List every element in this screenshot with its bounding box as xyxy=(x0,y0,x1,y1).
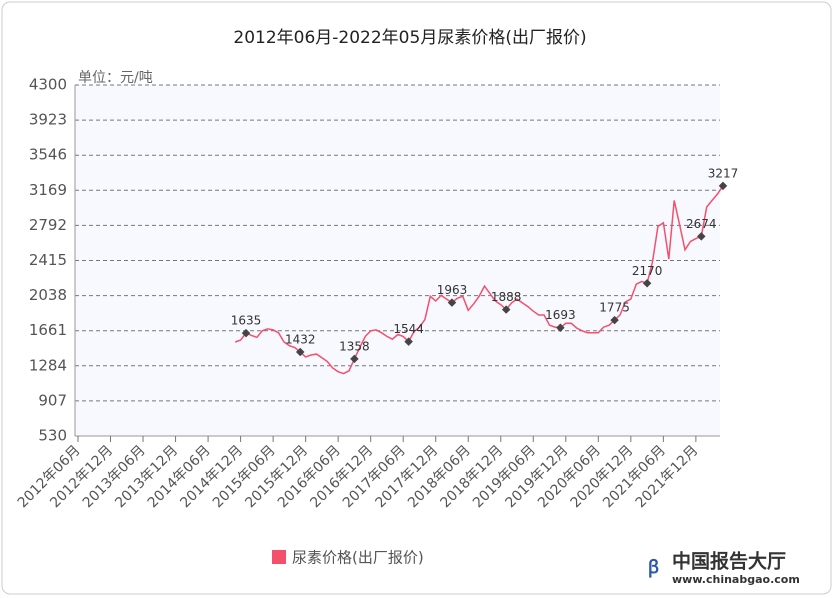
y-tick-label: 1661 xyxy=(29,321,67,339)
watermark-logo: ꞵ xyxy=(648,557,659,578)
value-label: 3217 xyxy=(708,166,739,180)
y-axis-label: 单位：元/吨 xyxy=(78,70,153,86)
value-label: 1635 xyxy=(231,314,262,328)
y-tick-label: 530 xyxy=(38,427,67,445)
legend-swatch xyxy=(272,550,286,564)
point-marker xyxy=(642,279,652,288)
value-label: 1963 xyxy=(437,283,468,297)
y-tick-label: 3169 xyxy=(29,181,67,199)
y-tick-label: 2038 xyxy=(29,286,67,304)
y-tick-label: 4300 xyxy=(29,76,67,94)
point-marker xyxy=(241,328,251,338)
value-label: 2674 xyxy=(686,217,717,231)
value-label: 2170 xyxy=(632,264,663,278)
y-tick-label: 2415 xyxy=(29,251,67,269)
legend-label: 尿素价格(出厂报价) xyxy=(292,549,424,567)
point-marker xyxy=(447,298,457,307)
chart-title: 2012年06月-2022年05月尿素价格(出厂报价) xyxy=(233,28,586,48)
point-marker xyxy=(556,323,565,332)
y-tick-label: 2792 xyxy=(29,216,67,234)
watermark-name: 中国报告大厅 xyxy=(672,550,786,573)
point-marker xyxy=(350,354,359,364)
watermark-url: www.chinabgao.com xyxy=(672,573,800,586)
point-marker xyxy=(610,315,619,325)
value-label: 1775 xyxy=(599,301,630,315)
point-marker xyxy=(404,337,413,346)
point-marker xyxy=(295,347,305,357)
y-tick-label: 3923 xyxy=(29,111,67,129)
y-tick-label: 1284 xyxy=(29,356,67,374)
value-label: 1544 xyxy=(393,322,424,336)
y-tick-label: 907 xyxy=(38,391,67,409)
point-marker xyxy=(501,305,511,314)
y-tick-label: 3546 xyxy=(29,146,67,164)
value-label: 1358 xyxy=(339,339,370,353)
line xyxy=(234,185,724,375)
value-label: 1888 xyxy=(491,290,522,304)
value-label: 1693 xyxy=(545,308,576,322)
value-label: 1432 xyxy=(285,333,316,347)
